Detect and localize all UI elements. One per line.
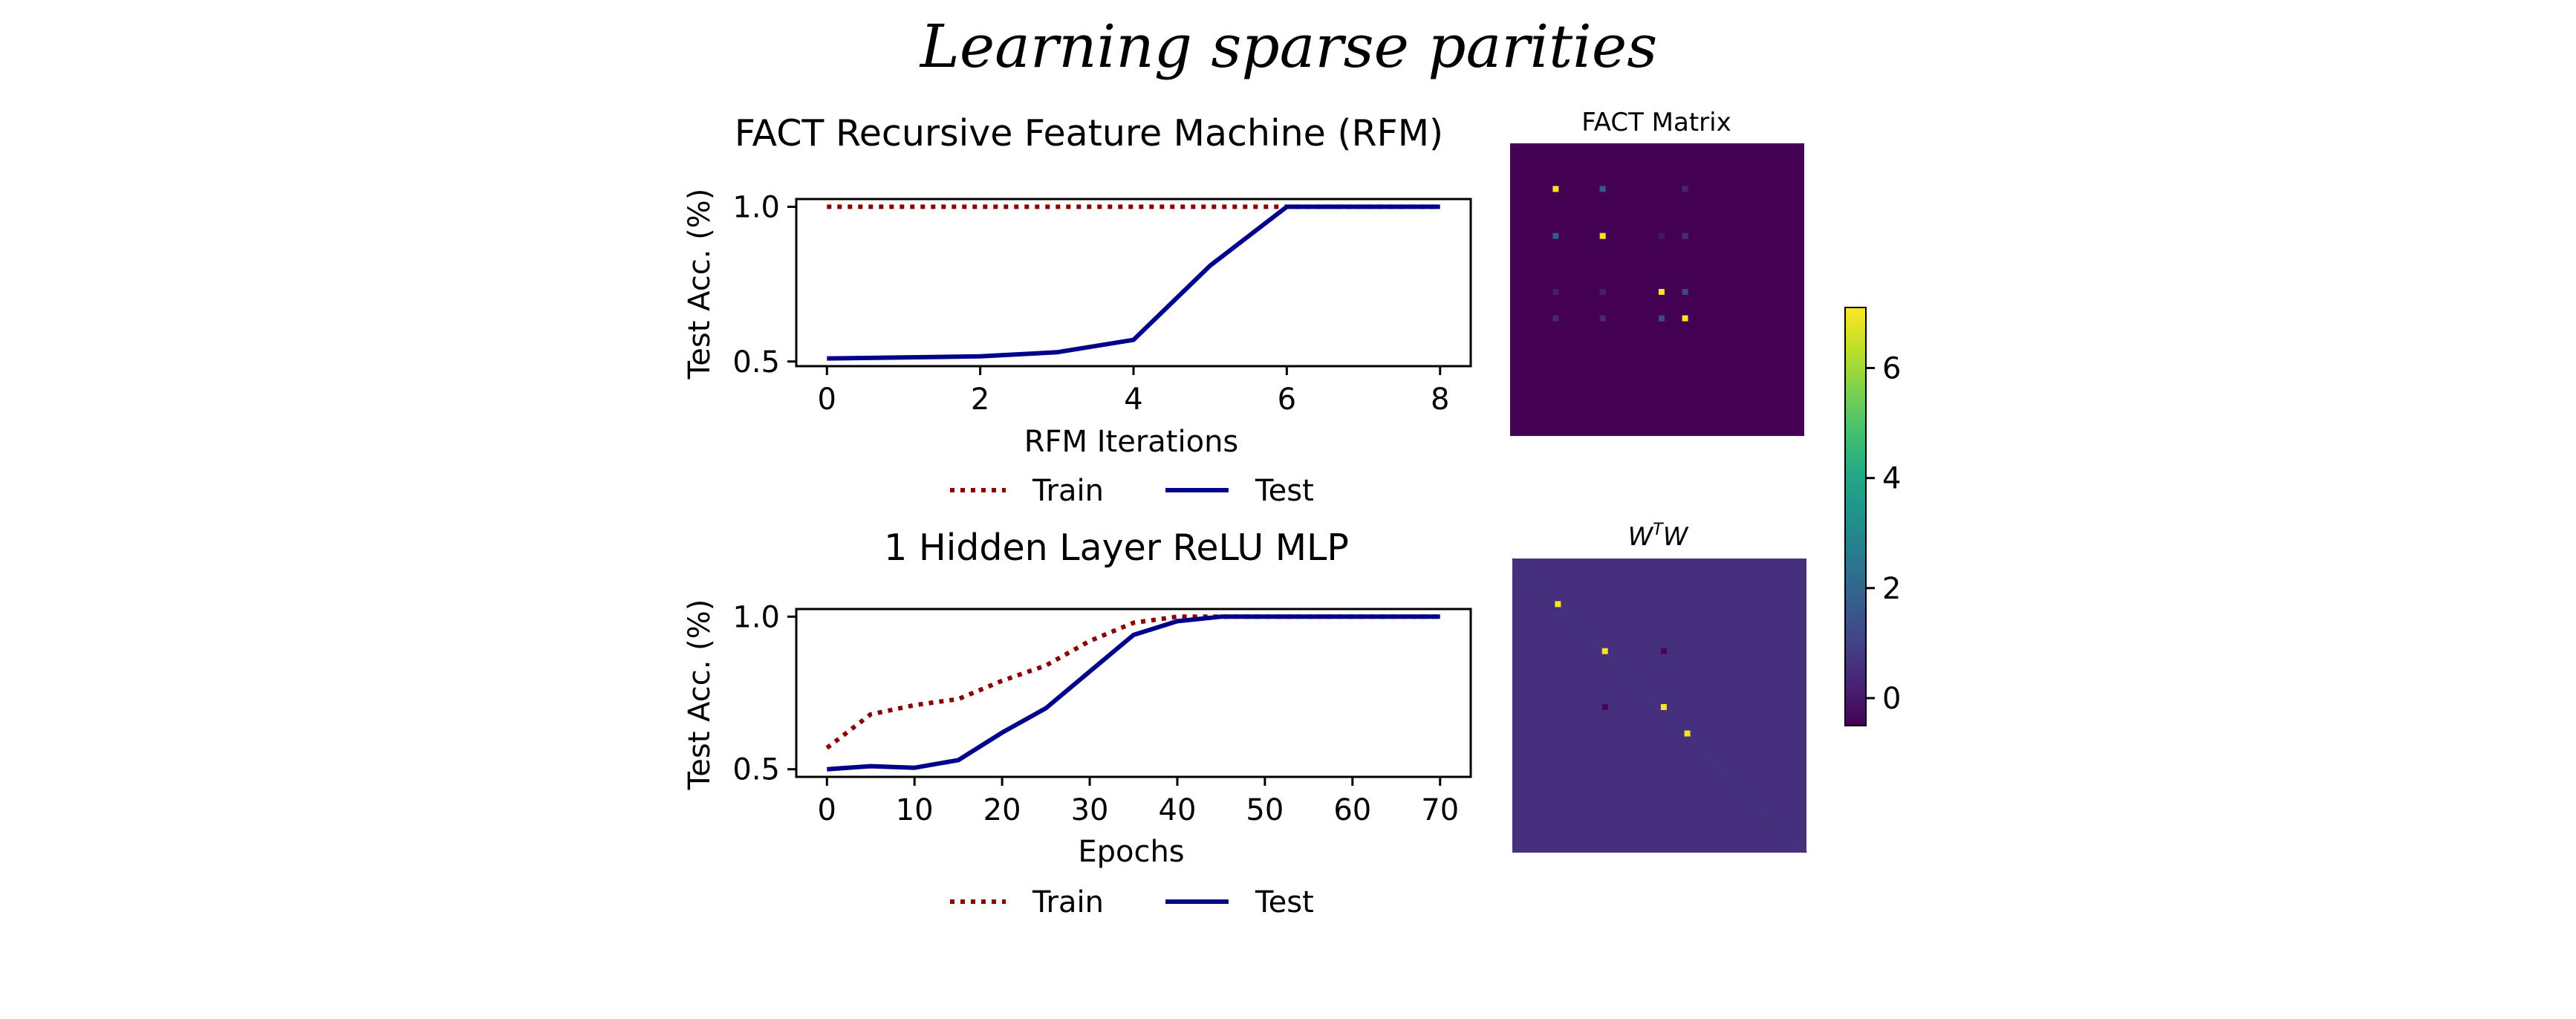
mlp-axes-frame xyxy=(795,608,1472,778)
fact-matrix-background xyxy=(1510,143,1804,436)
fact-matrix-panel: FACT Matrix xyxy=(1510,108,1804,436)
colorbar-tick-label: 6 xyxy=(1882,351,1901,385)
rfm-legend: Train Test xyxy=(950,474,1314,508)
wtw-cell xyxy=(1684,730,1691,737)
rfm-x-tick-label: 8 xyxy=(1431,382,1449,417)
fact-matrix-cell xyxy=(1599,232,1606,239)
wtw-heatmap xyxy=(1511,557,1808,854)
wtw-cell xyxy=(1601,704,1608,710)
colorbar: 0 2 4 6 xyxy=(1844,307,1901,726)
wtw-title-tail: W xyxy=(1663,522,1689,552)
mlp-panel: 1 Hidden Layer ReLU MLP 0 10 20 30 40 50 60 700… xyxy=(683,527,1472,919)
mlp-x-tick-label: 0 xyxy=(818,793,836,827)
mlp-legend: Train Test xyxy=(950,885,1314,919)
wtw-cell xyxy=(1660,704,1667,710)
rfm-y-tick-label: 0.5 xyxy=(732,345,780,380)
wtw-title-sup: T xyxy=(1653,521,1664,539)
wtw-panel: WTW xyxy=(1511,521,1808,854)
rfm-y-axis-label: Test Acc. (%) xyxy=(683,189,717,380)
fact-matrix-cell xyxy=(1682,186,1688,192)
mlp-x-tick-label: 60 xyxy=(1333,793,1371,827)
fact-matrix-cell xyxy=(1552,232,1559,239)
colorbar-tick-label: 4 xyxy=(1882,462,1901,496)
fact-matrix-cell xyxy=(1552,289,1559,295)
rfm-panel: FACT Recursive Feature Machine (RFM) 0 2 4… xyxy=(683,112,1472,508)
colorbar-tick-label: 2 xyxy=(1882,572,1901,606)
figure-title: Learning sparse parities xyxy=(919,12,1658,81)
fact-matrix-cell xyxy=(1552,315,1559,322)
mlp-panel-title: 1 Hidden Layer ReLU MLP xyxy=(884,527,1349,569)
fact-matrix-cell xyxy=(1658,289,1665,295)
wtw-cell xyxy=(1601,648,1608,654)
rfm-x-tick-label: 6 xyxy=(1278,382,1296,417)
rfm-series-test-line xyxy=(827,204,1440,361)
wtw-title-base: W xyxy=(1628,522,1654,552)
mlp-y-tick-label: 1.0 xyxy=(732,600,780,634)
mlp-x-tick-label: 70 xyxy=(1421,793,1459,827)
rfm-x-tick-label: 0 xyxy=(818,382,836,417)
fact-matrix-cell xyxy=(1658,315,1665,322)
fact-matrix-cell xyxy=(1658,232,1665,239)
wtw-matrix-title: WTW xyxy=(1628,521,1689,552)
mlp-x-tick-label: 40 xyxy=(1159,793,1197,827)
fact-matrix-cell xyxy=(1599,186,1606,192)
mlp-x-tick-label: 10 xyxy=(896,793,934,827)
mlp-y-axis-label: Test Acc. (%) xyxy=(683,599,717,791)
rfm-panel-title: FACT Recursive Feature Machine (RFM) xyxy=(735,112,1443,154)
rfm-x-tick-label: 2 xyxy=(971,382,989,417)
mlp-series-test-line xyxy=(827,614,1440,772)
fact-matrix-cell xyxy=(1599,289,1606,295)
wtw-cell xyxy=(1555,601,1561,608)
fact-matrix-cell xyxy=(1682,232,1688,239)
fact-matrix-cell xyxy=(1599,315,1606,322)
mlp-legend-test-label: Test xyxy=(1255,885,1314,919)
mlp-y-tick-label: 0.5 xyxy=(732,753,780,787)
rfm-x-axis-label: RFM Iterations xyxy=(1024,425,1239,459)
rfm-x-tick-label: 4 xyxy=(1124,382,1142,417)
mlp-x-tick-label: 30 xyxy=(1071,793,1109,827)
colorbar-tick-label: 0 xyxy=(1882,682,1901,716)
fact-matrix-cell xyxy=(1552,186,1559,192)
mlp-plot-area: 0 10 20 30 40 50 60 70 0.5 1.0 xyxy=(732,600,1472,827)
mlp-series-train-line xyxy=(825,614,1440,750)
fact-matrix-cell xyxy=(1682,289,1688,295)
fact-matrix-heatmap xyxy=(1510,143,1804,436)
mlp-x-tick-label: 50 xyxy=(1246,793,1284,827)
wtw-cell xyxy=(1660,648,1667,654)
wtw-diagonal xyxy=(1511,557,1808,854)
mlp-x-tick-label: 20 xyxy=(983,793,1021,827)
rfm-y-tick-label: 1.0 xyxy=(732,190,780,224)
rfm-legend-train-label: Train xyxy=(1032,474,1104,508)
colorbar-gradient xyxy=(1844,307,1867,726)
rfm-legend-test-label: Test xyxy=(1255,474,1314,508)
fact-matrix-title: FACT Matrix xyxy=(1581,108,1731,137)
colorbar-ticks: 0 2 4 6 xyxy=(1866,351,1901,716)
mlp-x-axis-label: Epochs xyxy=(1078,835,1184,869)
fact-matrix-cell xyxy=(1682,315,1688,322)
mlp-legend-train-label: Train xyxy=(1032,885,1104,919)
rfm-plot-area: 0 2 4 6 8 0.5 1.0 xyxy=(732,190,1472,417)
